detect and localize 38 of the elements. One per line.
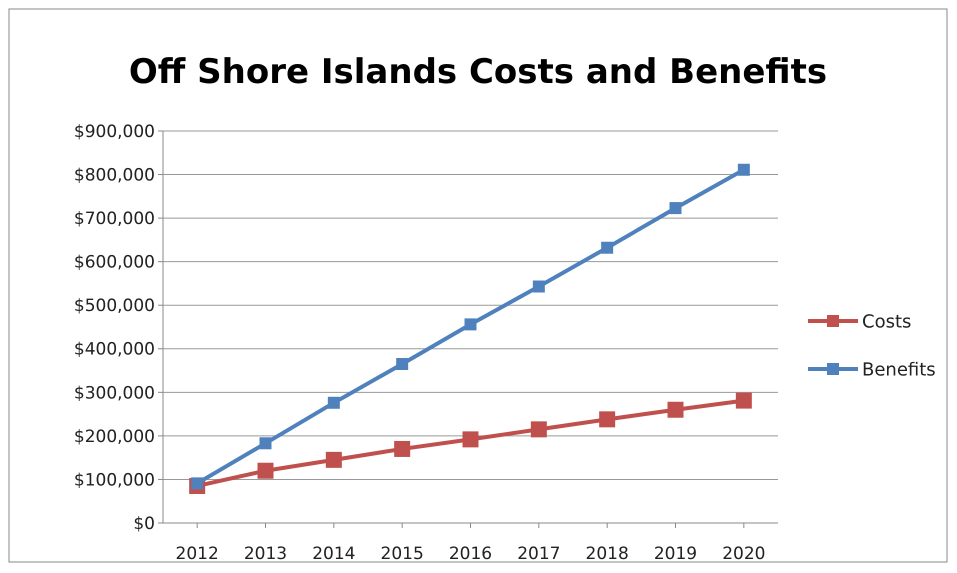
y-tick-label: $300,000 xyxy=(74,383,155,404)
y-tick-label: $700,000 xyxy=(74,209,155,230)
y-tick-label: $200,000 xyxy=(74,426,155,447)
point xyxy=(464,318,476,330)
y-tick-label: $500,000 xyxy=(74,296,155,316)
x-tick-label: 2019 xyxy=(654,544,698,564)
legend-label: Benefits xyxy=(862,359,936,380)
point xyxy=(532,280,545,292)
y-tick-label: $100,000 xyxy=(74,470,155,490)
x-tick-label: 2015 xyxy=(380,544,424,564)
y-tick-label: $400,000 xyxy=(74,340,155,360)
point xyxy=(462,431,478,448)
y-tick-label: $900,000 xyxy=(74,122,155,142)
x-tick-label: 2017 xyxy=(517,544,560,564)
point xyxy=(394,440,410,457)
point xyxy=(530,421,547,438)
point xyxy=(736,392,752,409)
x-tick-label: 2020 xyxy=(722,544,766,564)
x-tick-label: 2016 xyxy=(448,544,492,564)
legend-label: Costs xyxy=(862,311,912,332)
point xyxy=(396,358,408,370)
x-tick-label: 2012 xyxy=(176,544,219,564)
point xyxy=(328,396,340,409)
x-tick-label: 2013 xyxy=(244,544,288,564)
point xyxy=(670,202,682,214)
y-tick-label: $600,000 xyxy=(74,252,155,273)
point xyxy=(668,402,684,418)
y-tick-label: $800,000 xyxy=(74,166,155,186)
chart-title: Off Shore Islands Costs and Benefits xyxy=(128,52,828,92)
point xyxy=(738,164,750,176)
point xyxy=(260,437,272,450)
point xyxy=(258,462,274,479)
x-tick-label: 2014 xyxy=(312,544,356,564)
point xyxy=(326,452,342,468)
point xyxy=(601,242,614,254)
y-tick-label: $0 xyxy=(133,514,155,534)
x-tick-label: 2018 xyxy=(586,544,629,564)
point xyxy=(599,411,616,428)
